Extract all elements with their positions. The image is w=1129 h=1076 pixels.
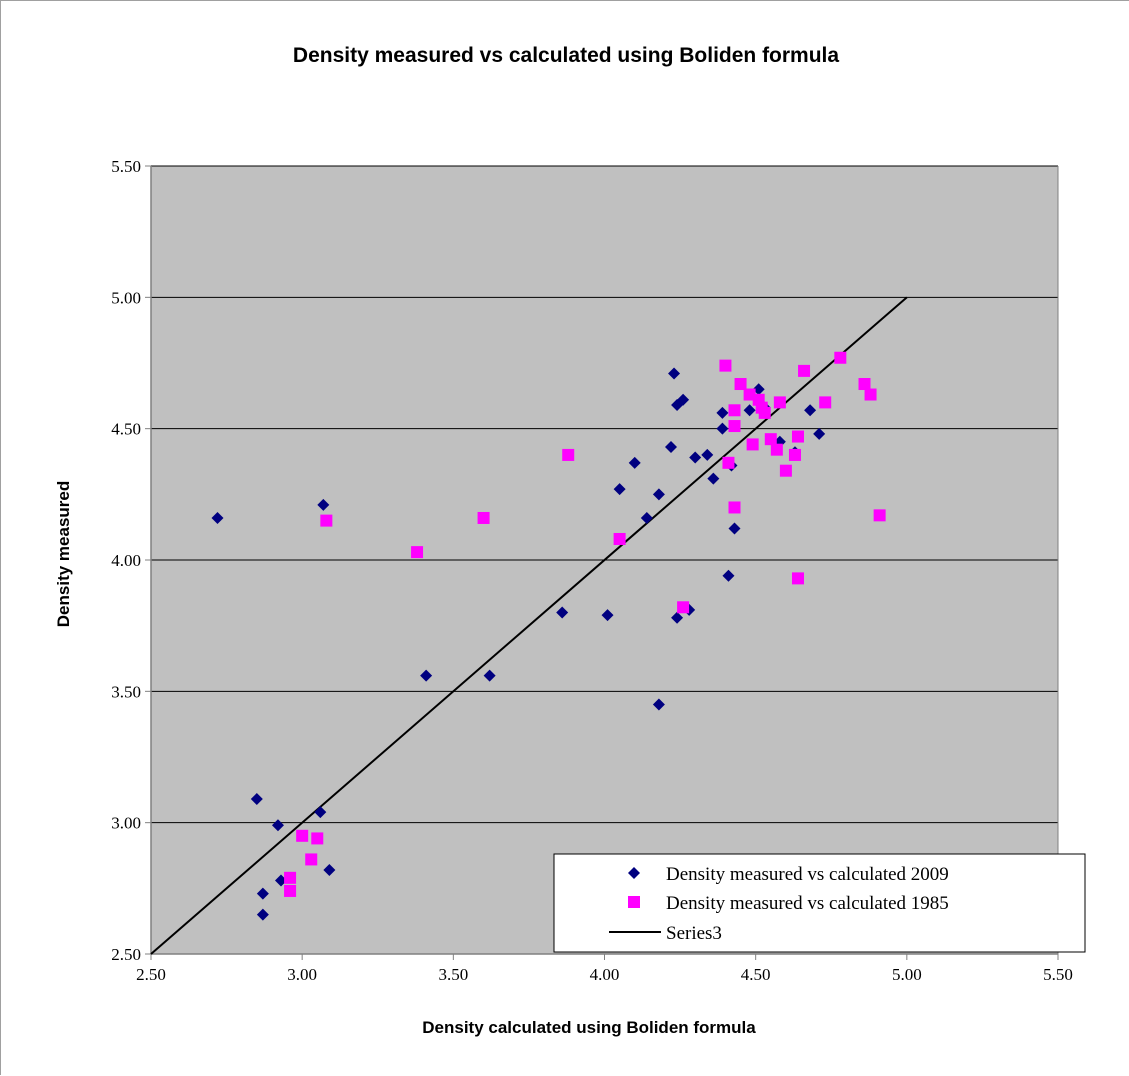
point-1985-12 (743, 388, 756, 401)
point-1985-29 (873, 509, 886, 522)
point-2009-28 (716, 422, 729, 435)
y-axis-label: Density measured (54, 481, 73, 627)
series-1985-points (284, 351, 886, 897)
point-2009-29 (722, 569, 735, 582)
point-1985-17 (764, 433, 777, 446)
point-1985-8 (728, 404, 741, 417)
point-2009-9 (420, 669, 433, 682)
point-1985-3 (562, 448, 575, 461)
tick-labels: 2.50 3.00 3.50 4.00 4.50 5.00 5.50 2.50 3.00 3.50… (111, 157, 1073, 984)
point-2009-16 (652, 488, 665, 501)
point-1985-34 (284, 884, 297, 897)
x-tick-label-0: 2.50 (136, 965, 166, 984)
point-1985-21 (788, 448, 801, 461)
point-1985-0 (320, 514, 333, 527)
point-2009-38 (813, 427, 826, 440)
point-2009-31 (728, 522, 741, 535)
x-tick-label-5: 5.00 (892, 965, 922, 984)
point-2009-0 (211, 511, 224, 524)
point-2009-19 (668, 367, 681, 380)
point-1985-5 (677, 601, 690, 614)
point-2009-27 (716, 406, 729, 419)
point-2009-12 (601, 609, 614, 622)
point-2009-6 (323, 863, 336, 876)
point-2009-3 (271, 819, 284, 832)
point-1985-10 (728, 501, 741, 514)
point-1985-7 (722, 456, 735, 469)
y-tick-label-5: 5.00 (111, 288, 141, 307)
point-2009-22 (671, 611, 684, 624)
point-1985-30 (296, 829, 309, 842)
point-2009-10 (483, 669, 496, 682)
point-2009-11 (556, 606, 569, 619)
point-2009-8 (256, 908, 269, 921)
point-1985-2 (477, 511, 490, 524)
point-2009-25 (701, 448, 714, 461)
point-1985-33 (284, 871, 297, 884)
x-tick-label-4: 4.50 (741, 965, 771, 984)
point-1985-32 (305, 853, 318, 866)
legend-label-1: Density measured vs calculated 1985 (666, 893, 949, 914)
point-2009-18 (665, 441, 678, 454)
legend-swatch-2009 (628, 867, 640, 879)
point-2009-17 (652, 698, 665, 711)
legend-label-0: Density measured vs calculated 2009 (666, 864, 949, 885)
point-2009-4 (314, 806, 327, 819)
point-2009-37 (804, 404, 817, 417)
point-2009-14 (628, 456, 641, 469)
x-tick-label-3: 4.00 (590, 965, 620, 984)
point-1985-9 (728, 420, 741, 433)
legend-swatch-1985 (628, 896, 640, 908)
point-1985-13 (746, 438, 759, 451)
legend: Density measured vs calculated 2009 Densi… (553, 853, 1086, 953)
point-2009-13 (613, 483, 626, 496)
point-2009-21 (677, 393, 690, 406)
point-2009-26 (707, 472, 720, 485)
y-tick-label-2: 3.50 (111, 682, 141, 701)
chart-title: Density measured vs calculated using Bol… (293, 44, 839, 67)
point-1985-23 (791, 572, 804, 585)
legend-box (553, 853, 1086, 953)
point-1985-19 (773, 396, 786, 409)
point-2009-2 (250, 793, 263, 806)
point-2009-33 (752, 383, 765, 396)
point-1985-4 (613, 532, 626, 545)
point-2009-5 (275, 874, 288, 887)
point-1985-18 (770, 443, 783, 456)
x-tick-label-6: 5.50 (1043, 965, 1073, 984)
point-2009-24 (689, 451, 702, 464)
point-1985-1 (411, 546, 424, 559)
point-1985-20 (779, 464, 792, 477)
y-tick-label-1: 3.00 (111, 814, 141, 833)
point-1985-24 (798, 364, 811, 377)
x-tick-label-1: 3.00 (287, 965, 317, 984)
point-1985-28 (864, 388, 877, 401)
point-1985-22 (791, 430, 804, 443)
point-1985-16 (758, 406, 771, 419)
x-axis-label: Density calculated using Boliden formula (422, 1018, 756, 1037)
y-tick-label-6: 5.50 (111, 157, 141, 176)
point-2009-1 (317, 498, 330, 511)
point-2009-15 (640, 511, 653, 524)
point-2009-7 (256, 887, 269, 900)
point-1985-27 (858, 378, 871, 391)
point-1985-11 (734, 378, 747, 391)
axes (145, 165, 1059, 960)
point-1985-31 (311, 832, 324, 845)
y-tick-label-0: 2.50 (111, 945, 141, 964)
legend-label-2: Series3 (666, 923, 722, 944)
point-1985-6 (719, 359, 732, 372)
point-1985-26 (834, 351, 847, 364)
y-tick-label-4: 4.50 (111, 420, 141, 439)
series-2009-points (211, 367, 826, 921)
y-tick-label-3: 4.00 (111, 551, 141, 570)
point-2009-32 (743, 404, 756, 417)
x-tick-label-2: 3.50 (438, 965, 468, 984)
point-1985-25 (819, 396, 832, 409)
